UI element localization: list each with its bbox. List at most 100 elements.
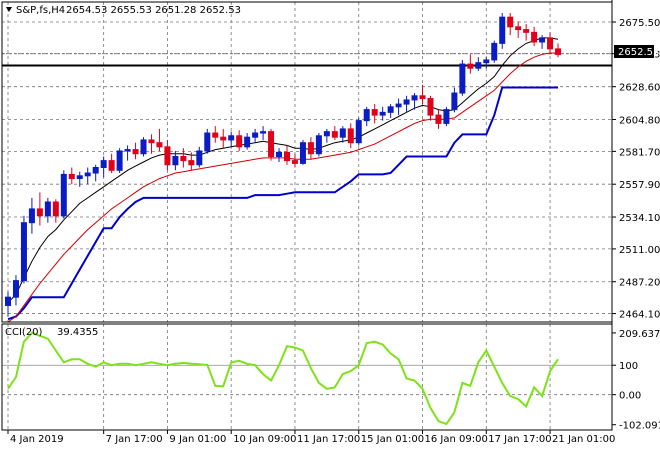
- candle-body: [387, 106, 394, 113]
- candle-body: [299, 142, 306, 164]
- candle-body: [411, 95, 418, 101]
- cci-tick-label: 0.00: [619, 391, 641, 402]
- candle-body: [52, 201, 59, 217]
- candle-body: [44, 201, 51, 217]
- candle-body: [20, 222, 27, 282]
- price-tick-label: 2534.10: [619, 213, 660, 224]
- candle-body: [491, 42, 498, 61]
- time-tick-label: 7 Jan 17:00: [106, 434, 163, 445]
- cci-tick-label: 100: [619, 361, 638, 372]
- candle-body: [76, 175, 83, 180]
- candle-body: [5, 296, 11, 306]
- candle-body: [180, 155, 187, 162]
- candle-body: [244, 136, 251, 148]
- price-tick-label: 2675.50: [619, 18, 660, 29]
- candle-body: [252, 132, 259, 138]
- candle-body: [108, 160, 115, 171]
- candle-body: [467, 63, 474, 69]
- candle-body: [12, 280, 19, 298]
- candle-body: [204, 132, 211, 152]
- time-tick-label: 17 Jan 17:00: [488, 434, 551, 445]
- time-tick-label: 9 Jan 01:00: [169, 434, 226, 445]
- candle-body: [403, 99, 410, 105]
- cci-title: CCI(20): [5, 327, 43, 338]
- moving-average-black: [7, 37, 559, 304]
- candle-body: [36, 208, 43, 217]
- candle-body: [68, 173, 75, 180]
- symbol-label: S&P,fs,H4: [16, 5, 65, 16]
- cci-line: [7, 331, 559, 426]
- price-tick-label: 2581.70: [619, 147, 660, 158]
- candle-body: [172, 155, 179, 166]
- candle-body: [547, 37, 554, 50]
- candle-body: [100, 160, 107, 169]
- candle-body: [483, 59, 490, 64]
- candle-body: [156, 142, 163, 148]
- candle-body: [315, 135, 322, 155]
- candle-body: [164, 146, 171, 166]
- candle-body: [507, 16, 514, 28]
- candle-body: [323, 131, 330, 137]
- candle-body: [228, 135, 235, 141]
- time-tick-label: 10 Jan 09:00: [233, 434, 296, 445]
- candle-body: [531, 31, 538, 43]
- candle-body: [140, 139, 147, 155]
- time-tick-label: 15 Jan 01:00: [361, 434, 424, 445]
- candle-body: [92, 167, 99, 174]
- time-tick-label: 21 Jan 01:00: [552, 434, 615, 445]
- price-tick-label: 2557.90: [619, 180, 660, 191]
- cci-series: [7, 331, 559, 426]
- candle-body: [523, 29, 530, 33]
- candle-body: [427, 98, 434, 116]
- candle-body: [347, 128, 354, 144]
- moving-average-red: [7, 52, 558, 323]
- price-tick-label: 2464.10: [619, 310, 660, 321]
- chevron-down-icon[interactable]: [6, 7, 12, 12]
- candle-body: [148, 139, 155, 144]
- candle-body: [116, 150, 123, 171]
- grid-lines: [2, 2, 612, 430]
- time-tick-label: 4 Jan 2019: [10, 434, 64, 445]
- candle-body: [291, 160, 298, 164]
- candle-body: [268, 131, 275, 157]
- candle-body: [284, 151, 290, 162]
- candle-body: [84, 172, 91, 177]
- candle-body: [60, 173, 67, 217]
- candle-body: [188, 160, 195, 166]
- candle-body: [132, 149, 139, 155]
- time-tick-label: 16 Jan 09:00: [425, 434, 488, 445]
- price-series: [2, 13, 612, 323]
- candle-body: [276, 151, 283, 157]
- candle-body: [499, 16, 506, 44]
- candle-body: [363, 109, 370, 122]
- candle-body: [475, 62, 482, 69]
- candle-body: [419, 95, 426, 100]
- candle-body: [515, 26, 522, 31]
- current-price-tag: [614, 45, 654, 58]
- candle-body: [451, 92, 458, 111]
- current-price-label: 2652.53: [618, 47, 659, 58]
- price-tick-label: 2628.60: [619, 83, 660, 94]
- candle-body: [220, 136, 227, 141]
- candle-body: [355, 120, 362, 144]
- candle-body: [339, 128, 346, 138]
- price-tick-label: 2511.00: [619, 245, 660, 256]
- candle-body: [196, 150, 203, 166]
- price-tick-label: 2604.80: [619, 116, 660, 127]
- ohlc-readout: 2654.53 2655.53 2651.28 2652.53: [66, 5, 241, 16]
- candle-body: [435, 114, 442, 124]
- candle-body: [260, 131, 267, 134]
- candle-body: [236, 135, 243, 148]
- channel-line: [7, 86, 558, 321]
- cci-tick-label: 209.6377: [619, 329, 660, 340]
- cci-current-value: 39.4355: [57, 327, 98, 338]
- candle-body: [555, 48, 562, 55]
- candle-body: [395, 103, 402, 108]
- time-tick-label: 11 Jan 17:00: [297, 434, 360, 445]
- cci-tick-label: -102.0912: [619, 421, 660, 432]
- candle-body: [307, 142, 314, 155]
- candle-body: [371, 109, 378, 116]
- candle-body: [539, 37, 546, 43]
